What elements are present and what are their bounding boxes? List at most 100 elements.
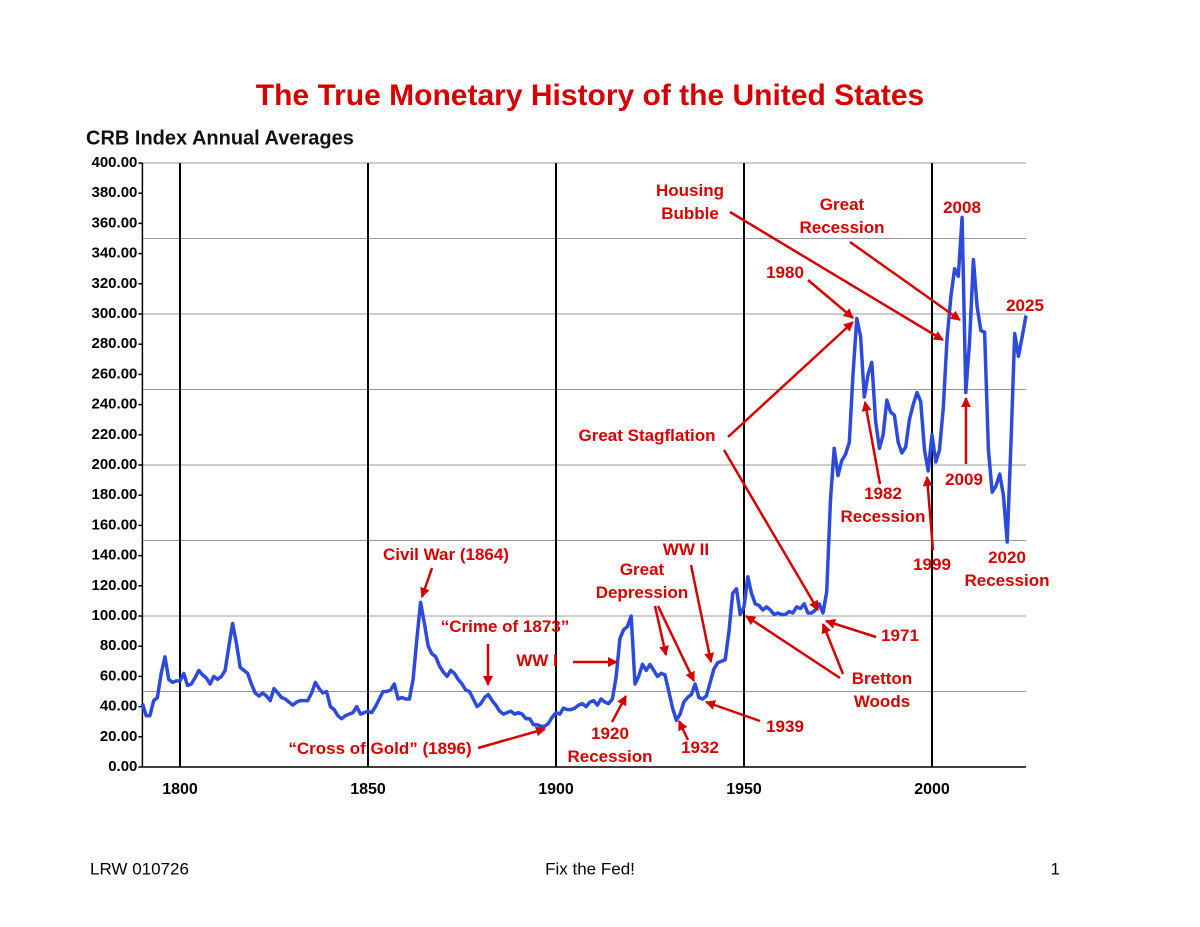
annotation-arrow <box>653 605 669 656</box>
x-tick-label: 1900 <box>538 781 574 798</box>
annotation-arrow <box>727 321 854 438</box>
annotation-line: 2008 <box>943 198 981 217</box>
y-tick-label: 160.00 <box>92 516 138 533</box>
annotation-line: Woods <box>854 692 910 711</box>
annotation-line: 1971 <box>881 626 919 645</box>
annotation-line: 2025 <box>1006 296 1044 315</box>
annotation-line: Bubble <box>661 204 719 223</box>
annotation-line: Civil War (1864) <box>383 545 509 564</box>
y-tick-label: 140.00 <box>92 547 138 564</box>
annotation-line: 1980 <box>766 263 804 282</box>
footer-center: Fix the Fed! <box>545 859 635 878</box>
annotation: 2009 <box>945 470 983 489</box>
annotation: WW I <box>516 651 558 670</box>
y-tick-label: 0.00 <box>108 758 137 775</box>
y-tick-label: 200.00 <box>92 456 138 473</box>
annotation: “Crime of 1873” <box>441 617 570 636</box>
y-tick-label: 80.00 <box>100 637 138 654</box>
annotation-arrow <box>825 618 877 639</box>
annotation-arrow <box>821 623 845 675</box>
y-tick-label: 300.00 <box>92 305 138 322</box>
x-tick-label: 1800 <box>162 781 198 798</box>
y-tick-label: 260.00 <box>92 365 138 382</box>
annotation: 1939 <box>766 717 804 736</box>
annotation-line: “Crime of 1873” <box>441 617 570 636</box>
annotation-line: 1920 <box>591 724 629 743</box>
annotation: 2025 <box>1006 296 1044 315</box>
annotation: 1982 Recession <box>840 484 925 526</box>
annotation-arrow <box>689 564 715 663</box>
annotation-line: 1982 <box>864 484 902 503</box>
annotation-line: 1999 <box>913 555 951 574</box>
y-tick-label: 340.00 <box>92 245 138 262</box>
annotation-arrow <box>849 240 961 322</box>
annotation: 1932 <box>681 738 719 757</box>
chart-subtitle: CRB Index Annual Averages <box>86 127 354 149</box>
annotation-line: Great Stagflation <box>579 426 716 445</box>
annotation: Bretton Woods <box>852 669 912 711</box>
y-tick-label: 360.00 <box>92 214 138 231</box>
annotation-line: 1932 <box>681 738 719 757</box>
annotation: Great Recession <box>799 195 884 237</box>
annotation-line: WW I <box>516 651 558 670</box>
y-tick-label: 120.00 <box>92 577 138 594</box>
footer-left: LRW 010726 <box>90 859 189 878</box>
annotation-arrow <box>656 605 696 682</box>
annotation-line: Housing <box>656 181 724 200</box>
annotation: WW II <box>663 540 709 559</box>
y-tick-label: 100.00 <box>92 607 138 624</box>
annotation-arrow <box>745 614 841 680</box>
annotation-arrow <box>420 567 434 598</box>
annotation-line: Depression <box>596 583 689 602</box>
annotation: 1920 Recession <box>567 724 652 766</box>
y-tick-label: 40.00 <box>100 698 138 715</box>
x-tick-label: 1850 <box>350 781 386 798</box>
annotation: Civil War (1864) <box>383 545 509 564</box>
annotation-line: Great <box>620 560 665 579</box>
annotation-line: 1939 <box>766 717 804 736</box>
annotation-line: Great <box>820 195 865 214</box>
annotation-line: WW II <box>663 540 709 559</box>
x-tick-label: 1950 <box>726 781 762 798</box>
annotation-arrow <box>861 401 882 485</box>
annotation-arrow <box>610 695 628 723</box>
annotation: 1999 <box>913 555 951 574</box>
annotation: 2020 Recession <box>964 548 1049 590</box>
y-tick-label: 320.00 <box>92 275 138 292</box>
y-tick-label: 400.00 <box>92 154 138 171</box>
y-tick-label: 60.00 <box>100 667 138 684</box>
annotation: 1980 <box>766 263 804 282</box>
annotation-arrow <box>677 720 690 741</box>
annotation-line: 2009 <box>945 470 983 489</box>
chart-title: The True Monetary History of the United … <box>256 79 924 112</box>
annotation-arrow <box>729 210 944 342</box>
annotation: Housing Bubble <box>656 181 724 223</box>
y-tick-label: 220.00 <box>92 426 138 443</box>
annotation: Great Stagflation <box>579 426 716 445</box>
annotation-line: 2020 <box>988 548 1026 567</box>
annotation-arrow <box>922 476 935 551</box>
y-tick-label: 180.00 <box>92 486 138 503</box>
annotation: Great Depression <box>596 560 689 602</box>
annotation-line: Recession <box>964 571 1049 590</box>
annotation-arrow <box>705 700 761 723</box>
annotation-line: Recession <box>840 507 925 526</box>
annotation-arrow <box>722 449 820 611</box>
y-tick-label: 20.00 <box>100 728 138 745</box>
annotation-line: Recession <box>799 218 884 237</box>
annotation-line: Bretton <box>852 669 912 688</box>
y-tick-label: 280.00 <box>92 335 138 352</box>
y-tick-label: 380.00 <box>92 184 138 201</box>
annotation-arrow <box>477 726 546 750</box>
data-line <box>140 215 1028 728</box>
annotation-line: “Cross of Gold” (1896) <box>288 739 471 758</box>
x-tick-label: 2000 <box>914 781 950 798</box>
annotation: 2008 <box>943 198 981 217</box>
y-tick-label: 240.00 <box>92 396 138 413</box>
annotation: 1971 <box>881 626 919 645</box>
annotation-line: Recession <box>567 747 652 766</box>
annotation-arrow <box>807 279 854 319</box>
footer-right: 1 <box>1051 859 1060 878</box>
annotation: “Cross of Gold” (1896) <box>288 739 471 758</box>
